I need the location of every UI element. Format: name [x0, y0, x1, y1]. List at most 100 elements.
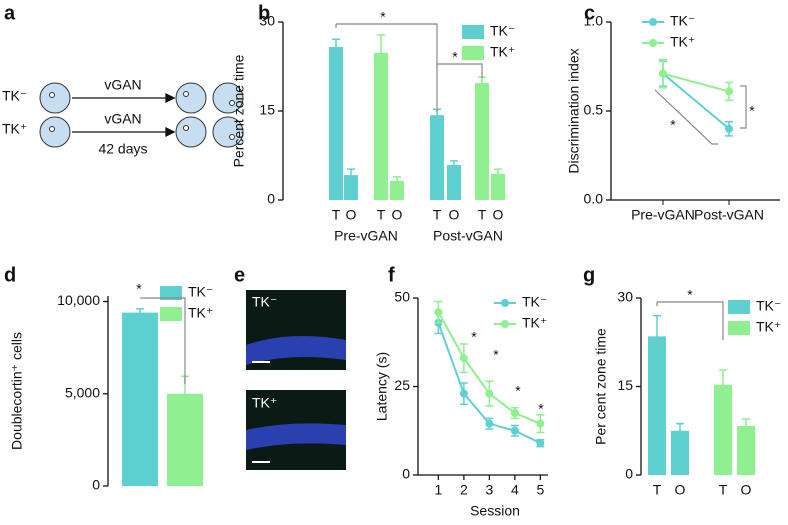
point [459, 389, 468, 398]
legend-marker [501, 299, 509, 307]
y-tick-label: 25 [394, 377, 410, 393]
y-tick-label: 0 [267, 191, 275, 207]
panel-letter: c [584, 2, 595, 24]
annotation: * [670, 117, 676, 133]
bar [737, 426, 755, 475]
x-axis-label: Session [470, 503, 520, 519]
annotation: * [687, 287, 693, 303]
error-bar [494, 168, 502, 180]
note: 42 days [98, 141, 147, 157]
bracket [335, 23, 438, 112]
annotation: * [471, 329, 477, 345]
legend-label: TK⁻ [756, 298, 781, 314]
bar [329, 46, 343, 200]
legend-label: TK⁺ [188, 305, 213, 321]
point [510, 426, 519, 435]
legend-swatch [728, 321, 750, 335]
dishes [39, 82, 244, 148]
bracket [740, 85, 747, 129]
y-tick-label: 0.0 [584, 191, 604, 207]
bracket [654, 89, 718, 145]
x-tick-label: 5 [536, 482, 544, 498]
y-axis-label: Per cent zone time [593, 328, 609, 445]
group-label: Pre-vGAN [334, 228, 398, 244]
x-tick-label: T [653, 482, 662, 498]
point [510, 409, 519, 418]
x-tick-label: Post-vGAN [694, 207, 764, 223]
panel-letter: a [4, 2, 16, 24]
legend-swatch [160, 307, 182, 321]
annotation: * [493, 347, 499, 363]
point [485, 419, 494, 428]
y-tick-label: 15 [617, 377, 633, 393]
x-tick-label: O [675, 482, 686, 498]
arrows [72, 92, 176, 138]
error-bar [653, 314, 661, 358]
annotation: * [749, 103, 755, 119]
legend-label: TK⁺ [756, 319, 781, 335]
point [725, 87, 733, 96]
row-label: TK⁺ [2, 121, 27, 137]
bar [374, 52, 388, 200]
point [725, 124, 733, 133]
line [662, 72, 730, 130]
y-tick-label: 5,000 [65, 384, 100, 400]
panel-letter: b [258, 2, 270, 24]
legend-marker [649, 18, 657, 26]
point [659, 69, 667, 78]
legend-label: TK⁺ [490, 44, 515, 60]
x-tick-label: O [392, 207, 403, 223]
bar [671, 430, 689, 475]
y-axis-label: Doublecortin⁺ cells [9, 332, 25, 450]
bar [122, 312, 158, 486]
error-bar [332, 38, 340, 56]
error-bar [450, 160, 458, 170]
image-label: TK⁻ [252, 294, 277, 310]
point [485, 389, 494, 398]
error-bar [393, 176, 401, 186]
y-tick-label: 0 [92, 477, 100, 493]
x-tick-label: T [433, 207, 442, 223]
y-tick-label: 0 [625, 466, 633, 482]
x-tick-label: T [332, 207, 341, 223]
point [459, 354, 468, 363]
annotation: * [380, 9, 386, 25]
x-tick-label: T [377, 207, 386, 223]
image-label: TK⁺ [252, 395, 277, 411]
point [536, 419, 545, 428]
legend-label: TK⁻ [188, 284, 213, 300]
bar [447, 164, 461, 200]
bracket [656, 301, 724, 340]
error-bar [742, 418, 750, 434]
bar [648, 336, 666, 475]
y-axis-label: Latency (s) [374, 352, 390, 421]
x-tick-label: 3 [485, 482, 493, 498]
legend-swatch [462, 25, 484, 39]
x-tick-label: Pre-vGAN [631, 207, 695, 223]
y-tick-label: 50 [394, 289, 410, 305]
legend-swatch [462, 46, 484, 60]
bracket [140, 297, 186, 384]
bracket [436, 63, 483, 78]
legend-label: TK⁺ [522, 315, 547, 331]
y-tick-label: 0 [402, 466, 410, 482]
micrographs [246, 290, 346, 470]
annotation: * [515, 383, 521, 399]
y-axis-label: Percent zone time [231, 54, 247, 167]
x-tick-label: 2 [460, 482, 468, 498]
y-tick-label: 15 [259, 102, 275, 118]
bar [714, 384, 732, 475]
annotation: * [538, 401, 544, 417]
legend-label: TK⁺ [670, 34, 695, 50]
point [434, 308, 443, 317]
x-tick-label: T [478, 207, 487, 223]
panel-letter: d [4, 264, 16, 286]
panel-letter: f [388, 264, 395, 286]
error-bar [347, 168, 355, 182]
y-tick-label: 0.5 [584, 102, 604, 118]
x-tick-label: 1 [434, 482, 442, 498]
x-tick-label: O [346, 207, 357, 223]
annotation: * [452, 49, 458, 65]
line [662, 72, 730, 93]
